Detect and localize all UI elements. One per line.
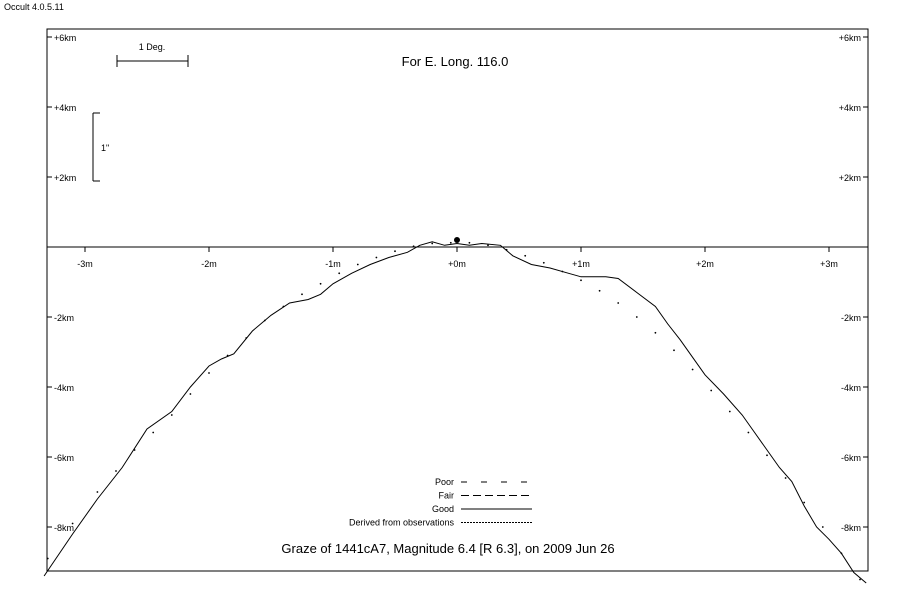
- x-tick-label: +3m: [820, 259, 838, 269]
- y-tick-label-right: -2km: [841, 313, 861, 323]
- derived-profile-dot: [561, 270, 564, 273]
- derived-profile-dot: [133, 449, 136, 451]
- derived-profile-dot: [580, 279, 582, 282]
- y-tick-label-right: -6km: [841, 453, 861, 463]
- axes-layer: -3m -2m -1m +0m +1m +2m +3m +6km +6km +4km +4km +2k…: [47, 33, 868, 533]
- limb-profile-line: [43, 241, 867, 584]
- arcsec-scale-label: 1": [101, 143, 109, 153]
- x-tick-label: +1m: [572, 259, 590, 269]
- derived-profile-dot: [766, 454, 768, 457]
- derived-profile-dot: [356, 263, 359, 266]
- legend-label: Poor: [435, 477, 454, 487]
- derived-profile-dot: [96, 491, 99, 493]
- derived-profile-dot: [263, 319, 266, 322]
- derived-profile-dot: [840, 552, 843, 555]
- y-tick-label-left: -2km: [54, 313, 74, 323]
- legend-label: Derived from observations: [349, 518, 455, 528]
- derived-profile-dot: [412, 245, 415, 248]
- derived-profile-dot: [635, 316, 638, 318]
- derived-profile-dot: [747, 431, 750, 434]
- derived-profile-dot: [673, 349, 675, 352]
- derived-profile-dot: [189, 393, 192, 395]
- legend-label: Good: [432, 504, 454, 514]
- derived-profile-dot: [208, 372, 210, 374]
- y-tick-label-right: -8km: [841, 523, 861, 533]
- derived-profile-dot: [542, 261, 545, 264]
- derived-profile-dot: [821, 526, 824, 528]
- derived-profile-dot: [654, 331, 657, 334]
- app-version-label: Occult 4.0.5.11: [4, 2, 64, 12]
- y-tick-label-right: -4km: [841, 383, 861, 393]
- y-tick-label-left: -4km: [54, 383, 74, 393]
- derived-profile-dot: [319, 282, 322, 285]
- derived-profile-dot: [803, 501, 806, 504]
- derived-profile-dot: [487, 244, 489, 247]
- derived-profile-dot: [468, 241, 471, 244]
- x-tick-label: +2m: [696, 259, 714, 269]
- derived-profile-dot: [859, 578, 861, 581]
- star-position-marker: [454, 237, 460, 243]
- y-tick-label-left: +6km: [54, 33, 76, 43]
- derived-profile-dot: [524, 254, 527, 257]
- derived-profile-dot: [728, 410, 731, 413]
- derived-profile-dot: [152, 431, 155, 434]
- derived-profile-dot: [226, 354, 229, 357]
- x-tick-label: -3m: [77, 259, 93, 269]
- y-tick-label-right: +2km: [839, 173, 861, 183]
- x-tick-label: -1m: [325, 259, 341, 269]
- y-tick-label-left: -8km: [54, 523, 74, 533]
- derived-profile-dot: [617, 302, 620, 304]
- derived-profile-dot: [71, 522, 74, 525]
- y-tick-label-right: +4km: [839, 103, 861, 113]
- y-tick-label-left: -6km: [54, 453, 74, 463]
- derived-profile-dot: [431, 242, 434, 245]
- derived-profile-dot: [784, 477, 787, 479]
- y-tick-label-left: +2km: [54, 173, 76, 183]
- y-tick-label-right: +6km: [839, 33, 861, 43]
- chart-title: Graze of 1441cA7, Magnitude 6.4 [R 6.3],…: [281, 541, 614, 556]
- plot-frame: [46, 28, 869, 572]
- degree-scale-label: 1 Deg.: [139, 42, 166, 52]
- derived-profile-dot: [338, 272, 341, 275]
- legend-label: Fair: [439, 491, 455, 501]
- derived-profile-dot: [710, 389, 713, 392]
- y-tick-label-left: +4km: [54, 103, 76, 113]
- derived-profile-dot: [301, 293, 303, 296]
- derived-profile-dot: [282, 305, 285, 308]
- derived-profile-dot: [245, 337, 248, 339]
- x-tick-label: -2m: [201, 259, 217, 269]
- x-tick-label: +0m: [448, 259, 466, 269]
- derived-profile-dot: [375, 256, 378, 259]
- derived-profile-dot: [598, 289, 601, 292]
- derived-profile-dot: [394, 250, 396, 253]
- derived-profile-dot: [46, 557, 49, 560]
- chart-subtitle: For E. Long. 116.0: [402, 54, 509, 69]
- derived-profile-dot: [691, 368, 694, 371]
- derived-profile-dot: [115, 470, 117, 472]
- derived-profile-dot: [505, 248, 508, 251]
- series-layer: [43, 237, 867, 584]
- legend: Poor Fair Good Derived from observations: [349, 477, 532, 528]
- derived-profile-dot: [449, 241, 452, 244]
- derived-profile-dot: [170, 414, 173, 416]
- annotation-layer: 1 Deg. 1" For E. Long. 116.0 Graze of 14…: [92, 42, 615, 556]
